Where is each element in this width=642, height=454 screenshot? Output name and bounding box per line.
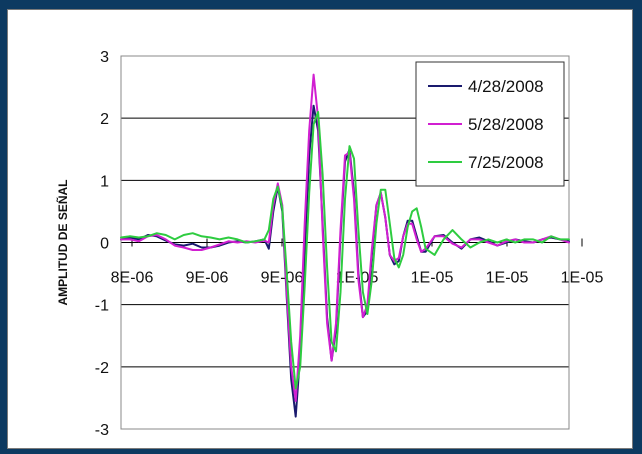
legend-entry-label: 4/28/2008 <box>468 77 544 96</box>
legend-entry-label: 5/28/2008 <box>468 115 544 134</box>
y-tick-label: -3 <box>95 422 109 439</box>
x-tick-labels: 8E-06 9E-06 9E-06 1E-05 1E-05 1E-05 1E-05 <box>111 238 604 287</box>
y-tick-labels: 3 2 1 0 -1 -2 -3 <box>95 49 109 439</box>
legend-entry-label: 7/25/2008 <box>468 153 544 172</box>
x-tick-label: 9E-06 <box>186 270 229 287</box>
x-tick-label: 8E-06 <box>111 270 154 287</box>
chart-svg: 3 2 1 0 -1 -2 -3 8E-06 9E-06 9E-06 1E-05 1E-05 1E-0… <box>55 49 604 439</box>
y-tick-label: -2 <box>95 360 109 377</box>
x-tick-label: 1E-05 <box>336 270 379 287</box>
series-line-3 <box>120 110 570 390</box>
series-layer <box>120 73 570 418</box>
y-tick-label: 3 <box>100 49 109 66</box>
x-tick-label: 1E-05 <box>411 270 454 287</box>
series-line-2 <box>120 73 570 402</box>
y-axis-label: AMPLITUD DE SEÑAL <box>55 180 70 306</box>
y-tick-label: 2 <box>100 111 109 128</box>
legend: 4/28/2008 5/28/2008 7/25/2008 <box>415 61 565 187</box>
y-tick-label: 1 <box>100 173 109 190</box>
x-tick-label: 9E-06 <box>261 270 304 287</box>
x-tick-label: 1E-05 <box>561 270 604 287</box>
x-tick-label: 1E-05 <box>486 270 529 287</box>
chart-frame: 3 2 1 0 -1 -2 -3 8E-06 9E-06 9E-06 1E-05 1E-05 1E-0… <box>7 9 633 449</box>
y-tick-label: -1 <box>95 298 109 315</box>
y-tick-label: 0 <box>100 236 109 253</box>
